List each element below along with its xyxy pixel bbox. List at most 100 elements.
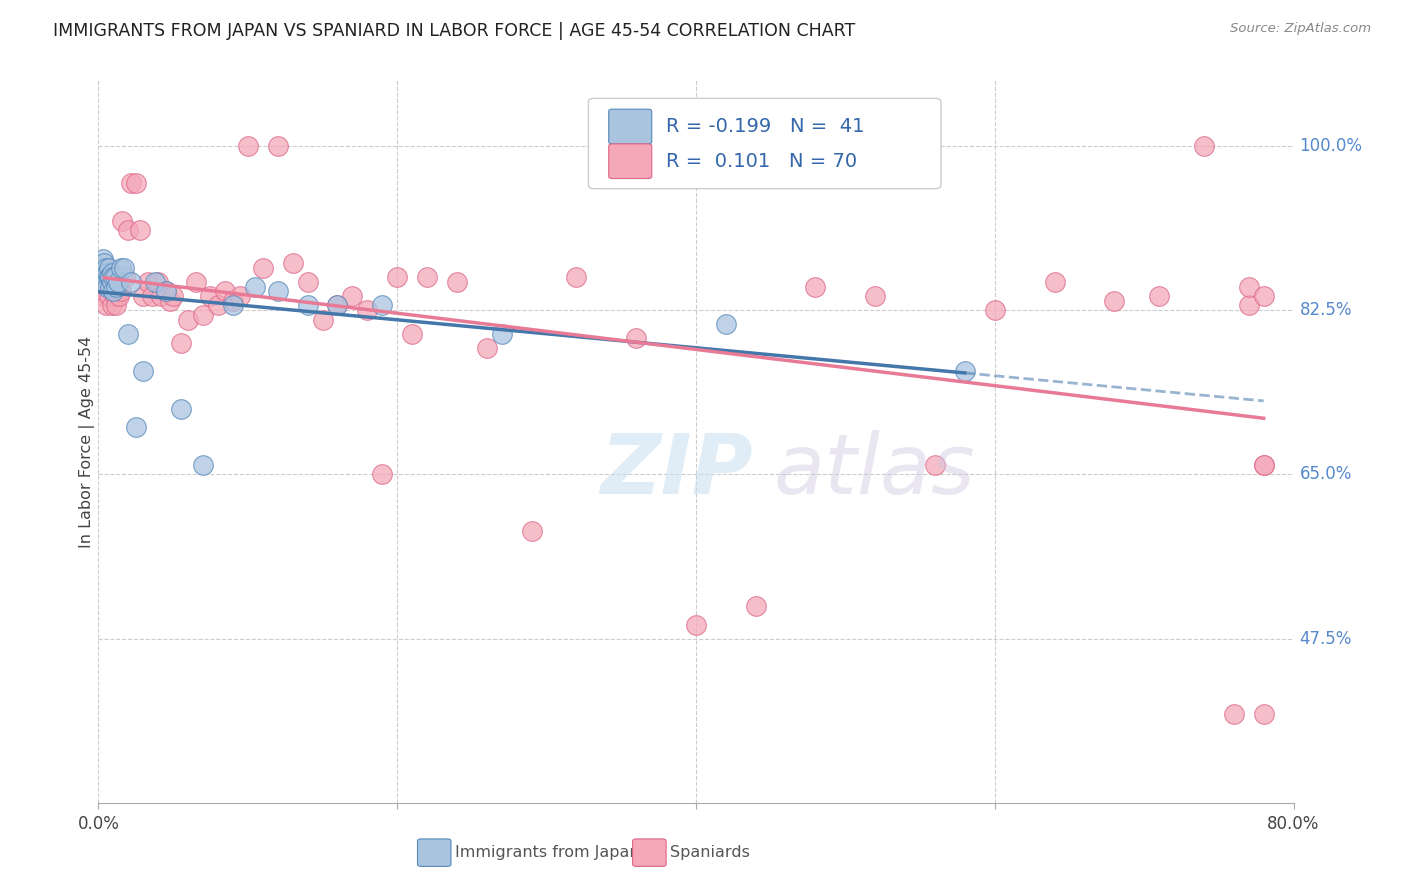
- Point: [326, 298, 349, 312]
- Point: [114, 270, 136, 285]
- Point: [245, 279, 267, 293]
- Text: 47.5%: 47.5%: [1299, 630, 1353, 648]
- Point: [132, 289, 155, 303]
- Point: [91, 270, 114, 285]
- Point: [371, 467, 394, 482]
- Point: [222, 293, 245, 308]
- Point: [105, 279, 128, 293]
- Text: Spaniards: Spaniards: [669, 845, 749, 860]
- Point: [110, 260, 132, 275]
- Text: Immigrants from Japan: Immigrants from Japan: [454, 845, 640, 860]
- Point: [416, 270, 439, 285]
- Point: [1192, 139, 1215, 153]
- Text: 100.0%: 100.0%: [1299, 137, 1362, 155]
- Point: [91, 252, 114, 266]
- Point: [865, 289, 887, 303]
- Point: [491, 326, 513, 341]
- Point: [117, 326, 139, 341]
- Point: [267, 139, 290, 153]
- Point: [446, 275, 468, 289]
- Point: [1237, 279, 1260, 293]
- Point: [169, 336, 191, 351]
- Point: [143, 275, 166, 289]
- Point: [132, 364, 155, 378]
- Point: [1253, 289, 1275, 303]
- Point: [108, 289, 131, 303]
- Point: [169, 401, 191, 416]
- Point: [159, 293, 181, 308]
- Point: [94, 298, 117, 312]
- Point: [267, 285, 290, 299]
- Point: [104, 289, 127, 303]
- Point: [110, 285, 132, 299]
- FancyBboxPatch shape: [609, 144, 652, 178]
- Point: [97, 289, 120, 303]
- Point: [1104, 293, 1126, 308]
- FancyBboxPatch shape: [589, 98, 941, 189]
- Point: [297, 275, 319, 289]
- Point: [401, 326, 423, 341]
- Point: [107, 279, 129, 293]
- Point: [200, 289, 222, 303]
- Point: [120, 177, 142, 191]
- FancyBboxPatch shape: [633, 838, 666, 866]
- Point: [714, 318, 737, 332]
- Point: [984, 303, 1007, 318]
- Point: [103, 285, 125, 299]
- Point: [1253, 706, 1275, 721]
- Point: [191, 308, 214, 322]
- Point: [150, 289, 173, 303]
- Text: atlas: atlas: [773, 430, 976, 511]
- Point: [101, 275, 124, 289]
- Point: [924, 458, 946, 472]
- Point: [953, 364, 976, 378]
- Point: [342, 289, 364, 303]
- Point: [101, 266, 124, 280]
- Point: [685, 617, 707, 632]
- Point: [311, 312, 333, 326]
- Point: [229, 289, 252, 303]
- Point: [565, 270, 588, 285]
- Point: [385, 270, 409, 285]
- Point: [101, 298, 124, 312]
- Point: [155, 285, 177, 299]
- Point: [326, 298, 349, 312]
- FancyBboxPatch shape: [418, 838, 451, 866]
- Point: [96, 279, 118, 293]
- Point: [112, 260, 135, 275]
- Point: [1147, 289, 1170, 303]
- Point: [207, 298, 229, 312]
- Point: [1043, 275, 1066, 289]
- Point: [93, 275, 115, 289]
- Point: [745, 599, 768, 613]
- Point: [90, 275, 112, 289]
- Point: [107, 275, 129, 289]
- Point: [125, 177, 148, 191]
- Text: 82.5%: 82.5%: [1299, 301, 1353, 319]
- Point: [125, 420, 148, 434]
- Point: [94, 260, 117, 275]
- Text: 65.0%: 65.0%: [1299, 466, 1353, 483]
- Point: [96, 279, 118, 293]
- Point: [105, 298, 128, 312]
- Y-axis label: In Labor Force | Age 45-54: In Labor Force | Age 45-54: [79, 335, 96, 548]
- Point: [222, 298, 245, 312]
- Point: [804, 279, 827, 293]
- Point: [371, 298, 394, 312]
- Point: [97, 260, 120, 275]
- Point: [89, 270, 111, 285]
- Point: [184, 275, 207, 289]
- Point: [97, 270, 120, 285]
- Point: [214, 285, 236, 299]
- Point: [191, 458, 214, 472]
- Point: [1223, 706, 1246, 721]
- Text: Source: ZipAtlas.com: Source: ZipAtlas.com: [1230, 22, 1371, 36]
- Point: [356, 303, 378, 318]
- Point: [141, 289, 163, 303]
- Point: [104, 270, 127, 285]
- Point: [93, 256, 115, 270]
- Text: R =  0.101   N = 70: R = 0.101 N = 70: [666, 152, 858, 170]
- FancyBboxPatch shape: [609, 109, 652, 144]
- Point: [98, 270, 122, 285]
- Point: [1237, 298, 1260, 312]
